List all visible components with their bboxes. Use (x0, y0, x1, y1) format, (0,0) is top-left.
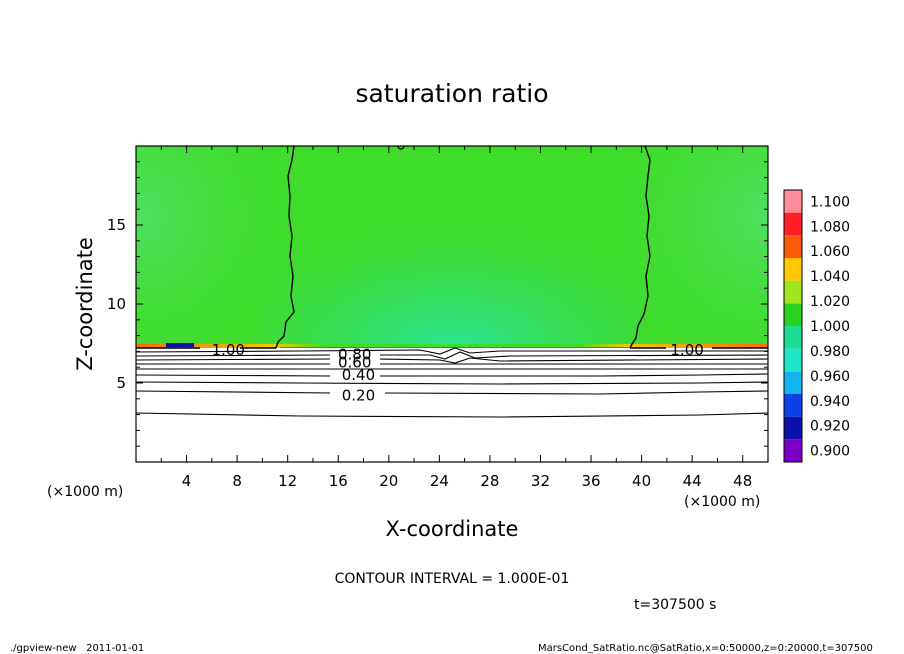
contour-1-00-left (275, 145, 295, 349)
contour-lines-lower (135, 347, 769, 418)
field-dark-patch (166, 343, 194, 347)
y-tick-label: 10 (107, 295, 126, 313)
colorbar-segment (784, 439, 802, 462)
chart-title: saturation ratio (355, 79, 548, 108)
colorbar-segment (784, 280, 802, 304)
x-tick-label: 20 (379, 472, 398, 490)
contour-1-00-top (397, 145, 405, 150)
field-inversion-band (136, 344, 768, 348)
colorbar-segment (784, 212, 802, 236)
colorbar-label: 0.900 (810, 444, 850, 460)
colorbar-label: 1.020 (810, 294, 850, 310)
colorbar-label: 0.980 (810, 344, 850, 360)
contour-labels: 1.00 1.00 0.800.600.40 0.20 (212, 341, 704, 405)
colorbar-label: 1.040 (810, 269, 850, 285)
contour-0-20 (135, 390, 769, 395)
x-tick-label: 12 (278, 472, 297, 490)
contour-0-30 (135, 381, 769, 385)
colorbar-segment (784, 235, 802, 258)
contour-label: 0.20 (342, 387, 375, 405)
colorbar-segment (784, 371, 802, 394)
colorbar-label: 0.940 (810, 394, 850, 410)
contour-label: 0.40 (342, 366, 375, 384)
colorbar-label: 0.960 (810, 369, 850, 385)
x-tick-label: 36 (581, 472, 600, 490)
colorbar-segment (784, 416, 802, 440)
contour-0-80 (135, 351, 769, 360)
contour-0-10 (135, 412, 769, 418)
contour-1-00-right (629, 145, 651, 349)
colorbar-segment (784, 348, 802, 372)
colorbar: 0.900 0.920 0.940 0.960 0.980 1.000 1.020 1.040… (783, 189, 850, 463)
footer-left: ./gpview-new 2011-01-01 (10, 643, 144, 654)
x-tick-label: 4 (182, 472, 192, 490)
colorbar-label: 1.000 (810, 319, 850, 335)
contour-interval-text: CONTOUR INTERVAL = 1.000E-01 (335, 571, 570, 587)
y-axis: 5 10 15 (107, 161, 768, 447)
contour-label: 1.00 (670, 341, 703, 359)
colorbar-segment (784, 394, 802, 417)
contour-0-40 (135, 373, 769, 377)
x-tick-label: 28 (480, 472, 499, 490)
colorbar-segment (784, 303, 802, 326)
x-axis-label: X-coordinate (386, 517, 519, 541)
colorbar-segment (784, 190, 802, 213)
contour-label: 0.60 (338, 353, 371, 371)
x-tick-label: 44 (683, 472, 702, 490)
z-unit-label: (×1000 m) (47, 484, 123, 500)
contour-label: 0.80 (338, 346, 371, 364)
footer-right: MarsCond_SatRatio.nc@SatRatio,x=0:50000,… (538, 643, 873, 654)
colorbar-segment (784, 326, 802, 349)
contour-0-90 (135, 347, 768, 355)
colorbar-label: 1.080 (810, 219, 850, 235)
plot-area: 1.00 1.00 0.800.600.40 0.20 (135, 145, 769, 463)
colorbar-label: 1.060 (810, 244, 850, 260)
time-text: t=307500 s (634, 597, 716, 613)
y-axis-label: Z-coordinate (73, 237, 97, 371)
field-lower (136, 348, 768, 462)
x-unit-label: (×1000 m) (684, 494, 760, 510)
x-axis: 4 8 12 16 20 24 28 32 36 40 44 48 (160, 146, 752, 490)
x-tick-label: 48 (733, 472, 752, 490)
colorbar-segment (784, 258, 802, 281)
x-tick-label: 16 (329, 472, 348, 490)
colorbar-label: 1.100 (810, 194, 850, 210)
colorbar-frame (783, 189, 803, 463)
x-tick-label: 40 (632, 472, 651, 490)
x-tick-label: 32 (531, 472, 550, 490)
field-center-tint (260, 146, 644, 348)
contour-label: 1.00 (212, 341, 245, 359)
y-tick-label: 15 (107, 216, 126, 234)
x-tick-label: 8 (232, 472, 242, 490)
x-tick-label: 24 (430, 472, 449, 490)
contour-0-70 (135, 357, 769, 364)
colorbar-label: 0.920 (810, 419, 850, 435)
y-tick-label: 5 (116, 374, 126, 392)
